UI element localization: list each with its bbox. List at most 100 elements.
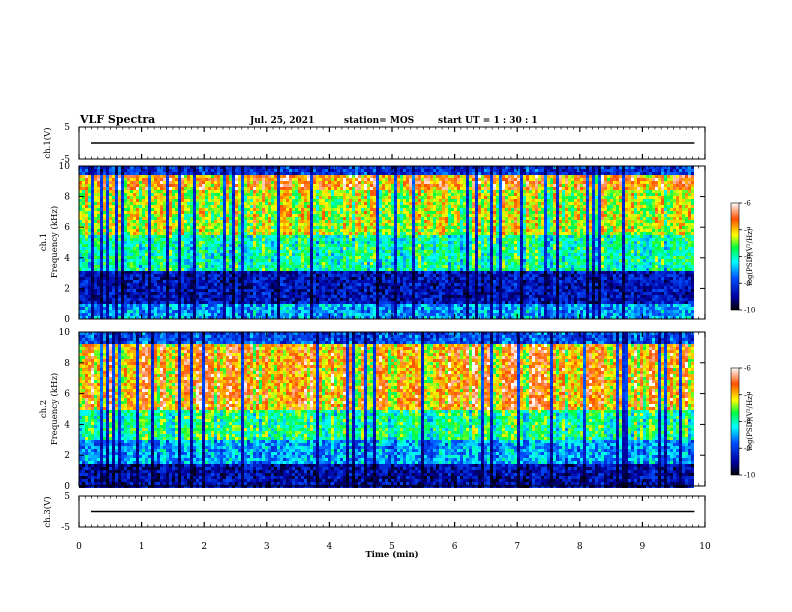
spectrogram-cell: [214, 232, 217, 235]
spectrogram-cell: [229, 175, 232, 178]
spectrogram-cell: [232, 199, 235, 202]
spectrogram-cell: [124, 211, 127, 214]
spectrogram-cell: [151, 208, 154, 211]
spectrogram-cell: [340, 175, 343, 178]
spectrogram-cell: [148, 199, 151, 202]
spectrogram-cell: [235, 235, 238, 238]
spectrogram-cell: [301, 256, 304, 259]
spectrogram-cell: [256, 286, 259, 289]
spectrogram-cell: [217, 223, 220, 226]
spectrogram-cell: [268, 232, 271, 235]
spectrogram-cell: [217, 238, 220, 241]
spectrogram-cell: [355, 265, 358, 268]
spectrogram-cell: [298, 196, 301, 199]
spectrogram-cell: [85, 181, 88, 184]
spectrogram-cell: [154, 172, 157, 175]
spectrogram-cell: [307, 181, 310, 184]
spectrogram-cell: [175, 196, 178, 199]
spectrogram-cell: [163, 244, 166, 247]
spectrogram-cell: [193, 199, 196, 202]
spectrogram-cell: [199, 280, 202, 283]
spectrogram-cell: [142, 187, 145, 190]
spectrogram-cell: [178, 223, 181, 226]
spectrogram-cell: [94, 247, 97, 250]
spectrogram-cell: [142, 298, 145, 301]
spectrogram-cell: [343, 190, 346, 193]
spectrogram-cell: [289, 316, 292, 319]
spectrogram-cell: [217, 262, 220, 265]
spectrogram-cell: [193, 166, 196, 169]
spectrogram-cell: [208, 181, 211, 184]
spectrogram-cell: [343, 277, 346, 280]
spectrogram-cell: [91, 241, 94, 244]
spectrogram-cell: [154, 199, 157, 202]
spectrogram-cell: [370, 190, 373, 193]
spectrogram-cell: [295, 184, 298, 187]
spectrogram-cell: [232, 166, 235, 169]
spectrogram-cell: [220, 211, 223, 214]
spectrogram-cell: [91, 172, 94, 175]
spectrogram-cell: [292, 205, 295, 208]
spectrogram-cell: [154, 286, 157, 289]
spectrogram-cell: [202, 169, 205, 172]
spectrogram-cell: [262, 220, 265, 223]
spectrogram-cell: [172, 265, 175, 268]
spectrogram-cell: [190, 172, 193, 175]
spectrogram-cell: [310, 172, 313, 175]
spectrogram-cell: [115, 295, 118, 298]
spectrogram-cell: [286, 175, 289, 178]
spectrogram-cell: [220, 268, 223, 271]
spectrogram-cell: [208, 295, 211, 298]
spectrogram-cell: [322, 169, 325, 172]
spectrogram-cell: [298, 229, 301, 232]
spectrogram-cell: [169, 199, 172, 202]
spectrogram-cell: [289, 304, 292, 307]
spectrogram-cell: [94, 262, 97, 265]
spectrogram-cell: [271, 310, 274, 313]
spectrogram-cell: [253, 181, 256, 184]
spectrogram-cell: [91, 277, 94, 280]
spectrogram-cell: [130, 247, 133, 250]
spectrogram-cell: [130, 280, 133, 283]
spectrogram-cell: [238, 253, 241, 256]
spectrogram-cell: [358, 307, 361, 310]
spectrogram-cell: [256, 283, 259, 286]
spectrogram-cell: [88, 268, 91, 271]
spectrogram-cell: [181, 310, 184, 313]
spectrogram-cell: [214, 292, 217, 295]
spectrogram-cell: [142, 199, 145, 202]
spectrogram-cell: [199, 289, 202, 292]
spectrogram-cell: [364, 298, 367, 301]
spectrogram-cell: [178, 289, 181, 292]
spectrogram-cell: [349, 280, 352, 283]
spectrogram-cell: [322, 223, 325, 226]
spectrogram-cell: [100, 316, 103, 319]
spectrogram-cell: [226, 295, 229, 298]
spectrogram-cell: [184, 229, 187, 232]
spectrogram-cell: [169, 196, 172, 199]
spectrogram-cell: [190, 292, 193, 295]
spectrogram-cell: [220, 307, 223, 310]
spectrogram-cell: [142, 196, 145, 199]
spectrogram-cell: [286, 256, 289, 259]
spectrogram-cell: [346, 238, 349, 241]
spectrogram-cell: [367, 301, 370, 304]
spectrogram-cell: [331, 205, 334, 208]
spectrogram-cell: [340, 301, 343, 304]
spectrogram-cell: [298, 232, 301, 235]
spectrogram-cell: [202, 298, 205, 301]
spectrogram-cell: [160, 307, 163, 310]
spectrogram-cell: [190, 307, 193, 310]
spectrogram-cell: [103, 241, 106, 244]
spectrogram-cell: [292, 250, 295, 253]
spectrogram-cell: [271, 280, 274, 283]
spectrogram-cell: [190, 214, 193, 217]
spectrogram-cell: [301, 316, 304, 319]
spectrogram-cell: [136, 214, 139, 217]
spectrogram-cell: [349, 238, 352, 241]
spectrogram-cell: [304, 199, 307, 202]
spectrogram-cell: [106, 169, 109, 172]
spectrogram-cell: [283, 178, 286, 181]
spectrogram-cell: [142, 259, 145, 262]
spectrogram-cell: [304, 178, 307, 181]
